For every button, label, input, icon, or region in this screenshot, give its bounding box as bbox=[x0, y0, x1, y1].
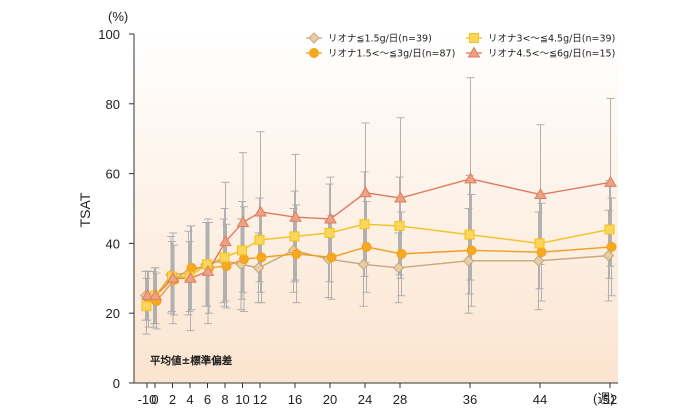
x-tick-label: 12 bbox=[253, 392, 267, 407]
x-tick-label: 8 bbox=[221, 392, 228, 407]
triangle-marker bbox=[141, 289, 154, 301]
triangle-marker bbox=[289, 210, 302, 222]
diamond-marker bbox=[308, 32, 320, 44]
y-tick-label: 80 bbox=[106, 97, 120, 112]
stat-note: 平均値±標準偏差 bbox=[150, 354, 233, 367]
square-marker bbox=[359, 219, 370, 230]
x-tick-label: 6 bbox=[204, 392, 211, 407]
triangle-marker bbox=[359, 186, 372, 198]
triangle-marker bbox=[184, 271, 197, 283]
triangle-marker bbox=[467, 46, 481, 58]
square-marker bbox=[324, 227, 335, 238]
triangle-marker bbox=[166, 271, 180, 283]
circle-marker bbox=[186, 262, 197, 273]
legend-label: リオナ3<～≦4.5g/日(n=39) bbox=[488, 34, 615, 45]
square-marker bbox=[464, 229, 475, 240]
series-markers bbox=[139, 172, 617, 312]
y-axis-ticks: 0 20 40 60 80 100 bbox=[98, 27, 134, 391]
x-tick-label: 16 bbox=[288, 392, 302, 407]
diamond-marker bbox=[532, 255, 545, 267]
triangle-marker bbox=[534, 188, 547, 200]
x-tick-label: -10 bbox=[138, 392, 157, 407]
diamond-marker bbox=[252, 262, 265, 274]
legend-label: リオナ1.5<～≦3g/日(n=87) bbox=[328, 49, 455, 60]
circle-marker bbox=[326, 252, 337, 263]
triangle-marker bbox=[394, 191, 407, 203]
diamond-marker bbox=[392, 262, 405, 274]
y-tick-label: 20 bbox=[106, 306, 120, 321]
triangle-marker bbox=[149, 289, 162, 301]
y-tick-label: 100 bbox=[98, 27, 120, 42]
x-tick-label: 2 bbox=[169, 392, 176, 407]
triangle-marker bbox=[254, 205, 267, 217]
y-axis-title: TSAT bbox=[77, 192, 93, 227]
circle-marker bbox=[536, 247, 547, 258]
legend: リオナ≦1.5g/日(n=39) リオナ1.5<～≦3g/日(n=87) リオナ3<… bbox=[306, 32, 615, 60]
square-marker bbox=[219, 252, 230, 263]
legend-label: リオナ≦1.5g/日(n=39) bbox=[328, 34, 432, 45]
triangle-marker bbox=[236, 215, 250, 227]
square-marker bbox=[394, 220, 405, 231]
x-tick-label: 52 bbox=[603, 392, 617, 407]
triangle-marker bbox=[201, 264, 215, 276]
x-tick-label: 28 bbox=[393, 392, 407, 407]
square-marker bbox=[289, 231, 300, 242]
diamond-marker bbox=[602, 249, 615, 262]
x-tick-label: 36 bbox=[463, 392, 477, 407]
circle-marker bbox=[606, 241, 617, 252]
legend-label: リオナ4.5<～≦6g/日(n=15) bbox=[488, 49, 615, 60]
square-marker bbox=[237, 245, 247, 256]
square-marker bbox=[604, 224, 615, 235]
x-tick-label: 44 bbox=[533, 392, 547, 407]
circle-marker bbox=[291, 248, 302, 259]
circle-marker bbox=[309, 48, 319, 58]
y-tick-label: 60 bbox=[106, 167, 120, 182]
square-marker bbox=[534, 238, 545, 249]
plot-background bbox=[134, 34, 618, 383]
circle-marker bbox=[239, 254, 249, 265]
x-tick-label: 10 bbox=[235, 392, 249, 407]
diamond-marker bbox=[462, 255, 475, 267]
square-marker bbox=[141, 301, 152, 312]
x-tick-label: 0 bbox=[151, 392, 158, 407]
triangle-marker bbox=[464, 172, 477, 184]
y-tick-label: 40 bbox=[106, 236, 120, 251]
x-tick-label: 4 bbox=[186, 392, 193, 407]
y-tick-label: 0 bbox=[113, 376, 120, 391]
square-marker bbox=[254, 234, 265, 245]
circle-marker bbox=[221, 261, 232, 272]
square-marker bbox=[469, 33, 479, 43]
circle-marker bbox=[256, 252, 267, 263]
circle-marker bbox=[396, 248, 407, 259]
triangle-marker bbox=[219, 235, 232, 247]
circle-marker bbox=[466, 245, 477, 256]
x-tick-label: 24 bbox=[358, 392, 372, 407]
circle-marker bbox=[361, 241, 372, 252]
diamond-marker bbox=[357, 258, 370, 271]
x-axis-ticks: -100 2 4 6 8 10 12 16 20 24 28 36 44 52 bbox=[138, 383, 617, 407]
triangle-marker bbox=[324, 212, 337, 224]
triangle-marker bbox=[604, 175, 617, 187]
x-tick-label: 20 bbox=[323, 392, 337, 407]
y-axis-unit: (%) bbox=[108, 9, 128, 24]
x-axis-unit: (週) bbox=[593, 391, 615, 406]
